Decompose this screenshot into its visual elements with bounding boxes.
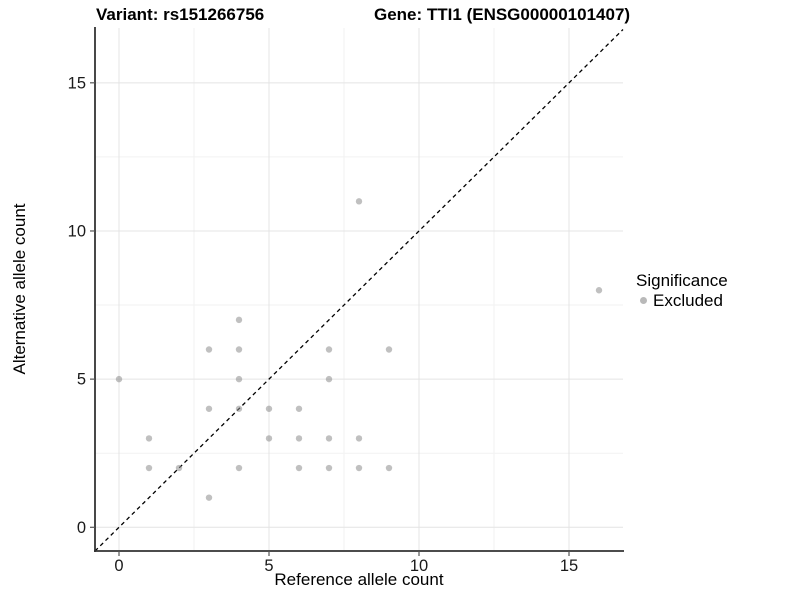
y-tick-label: 15 <box>68 74 86 92</box>
data-point <box>235 464 243 472</box>
data-point <box>265 405 273 412</box>
x-tick-label: 10 <box>410 557 428 575</box>
legend: Significance Excluded <box>636 271 728 310</box>
data-point <box>205 346 213 353</box>
data-point <box>235 346 243 353</box>
data-point <box>355 198 363 205</box>
data-point <box>355 464 363 472</box>
y-tick-label: 10 <box>68 222 86 240</box>
data-point <box>205 494 213 501</box>
plot-title-variant: Variant: rs151266756 <box>96 5 265 24</box>
data-point <box>325 464 333 472</box>
data-point <box>385 346 393 353</box>
data-point <box>235 316 243 324</box>
data-point <box>145 464 153 472</box>
data-point <box>295 435 303 442</box>
data-point <box>235 405 243 412</box>
plot-title-gene: Gene: TTI1 (ENSG00000101407) <box>374 5 631 24</box>
y-axis-title: Alternative allele count <box>10 203 29 375</box>
data-point <box>175 464 183 472</box>
data-point <box>385 464 393 472</box>
data-point <box>115 375 123 383</box>
data-point <box>295 405 303 412</box>
data-point <box>295 464 303 472</box>
x-tick-label: 15 <box>560 557 578 575</box>
x-axis-title: Reference allele count <box>274 570 444 589</box>
y-tick-label: 0 <box>77 519 86 537</box>
y-tick-label: 5 <box>77 371 86 389</box>
data-point <box>205 405 213 412</box>
data-point <box>145 435 153 442</box>
legend-title: Significance <box>636 271 728 290</box>
data-point <box>595 287 603 294</box>
x-tick-label: 0 <box>114 557 123 575</box>
legend-entry-excluded: Excluded <box>636 291 728 310</box>
x-tick-label: 5 <box>264 557 273 575</box>
data-point <box>325 375 333 383</box>
excluded-point-icon <box>640 297 647 304</box>
data-point <box>355 435 363 442</box>
identity-dashed-line <box>94 29 624 552</box>
data-point <box>235 375 243 383</box>
data-point <box>325 346 333 353</box>
legend-entry-label: Excluded <box>653 291 723 310</box>
data-point <box>325 435 333 442</box>
data-point <box>265 435 273 442</box>
